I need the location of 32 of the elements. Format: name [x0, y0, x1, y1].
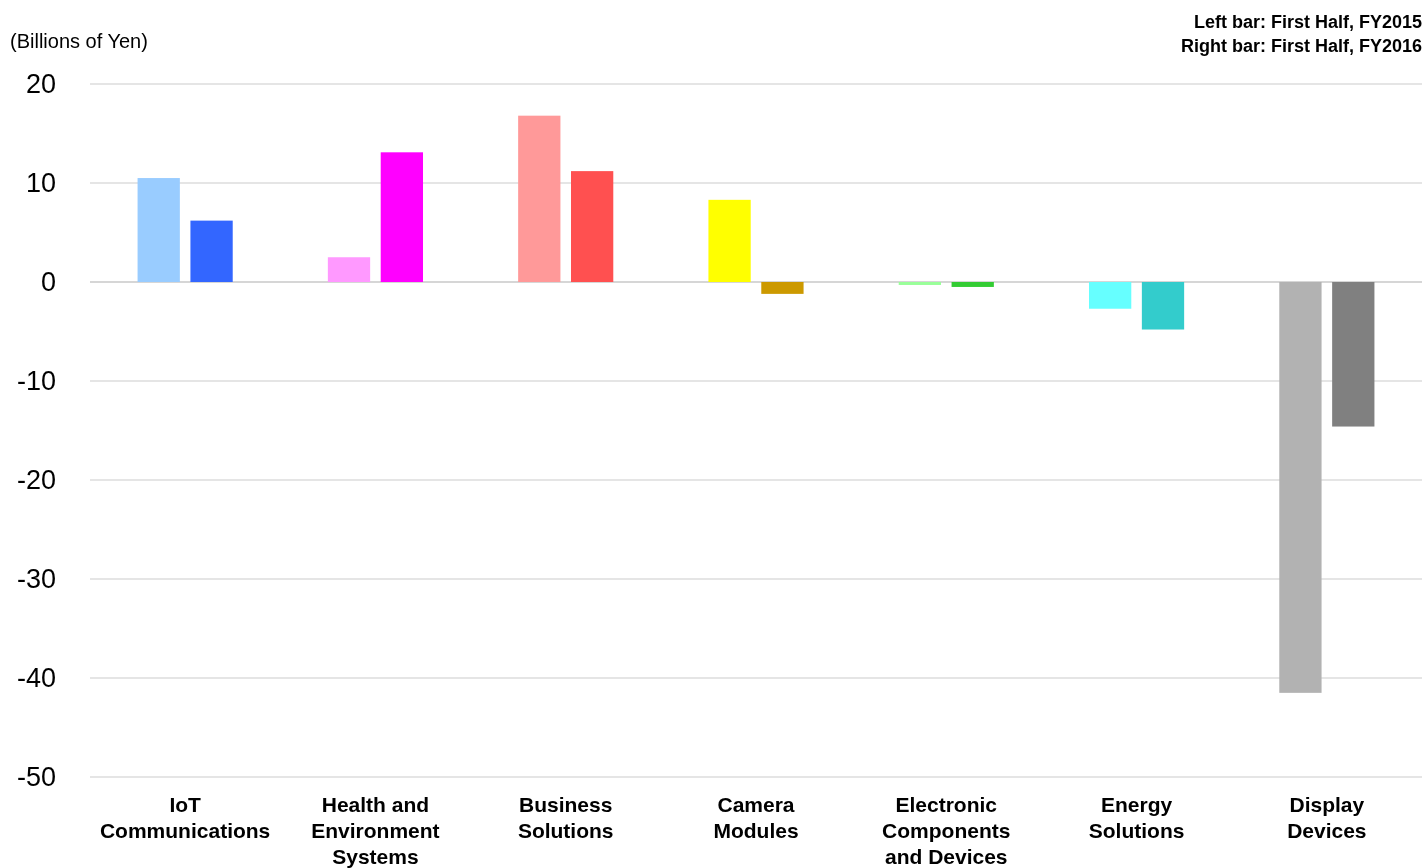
y-axis-title: (Billions of Yen)	[10, 30, 148, 52]
x-tick-label: Health and Environment Systems	[311, 793, 440, 868]
bar	[380, 152, 423, 282]
y-tick-label: -30	[16, 564, 56, 595]
bar	[1089, 282, 1132, 309]
bar	[708, 199, 751, 282]
bar	[898, 282, 941, 285]
y-tick-label: -40	[16, 663, 56, 694]
x-tick-label: IoT Communications	[99, 793, 271, 842]
bar	[1141, 282, 1185, 330]
y-tick-label: -50	[16, 762, 56, 793]
bar	[190, 220, 233, 282]
y-tick-label: -20	[16, 465, 56, 496]
bar	[518, 115, 561, 282]
bar	[571, 171, 614, 282]
x-tick-label: Display Devices	[1287, 793, 1367, 842]
x-tick-label: Business Solutions	[517, 793, 614, 842]
x-tick-label: Energy Solutions	[1088, 793, 1185, 842]
y-tick-label: -10	[16, 366, 56, 397]
bar	[327, 257, 371, 282]
bar	[1332, 282, 1375, 427]
x-tick-label: Camera Modules	[713, 793, 799, 842]
bar	[951, 282, 994, 287]
bar	[137, 178, 180, 282]
text: Right bar: First Half, FY2016	[1180, 36, 1422, 56]
x-tick-label: Electronic Components and Devices	[882, 793, 1011, 868]
text: Left bar: First Half, FY2015	[1193, 12, 1422, 32]
y-tick-label: 20	[25, 69, 56, 100]
y-tick-label: 10	[25, 168, 56, 199]
y-tick-label: 0	[40, 267, 56, 298]
bar	[761, 282, 804, 294]
bar	[1279, 282, 1322, 693]
